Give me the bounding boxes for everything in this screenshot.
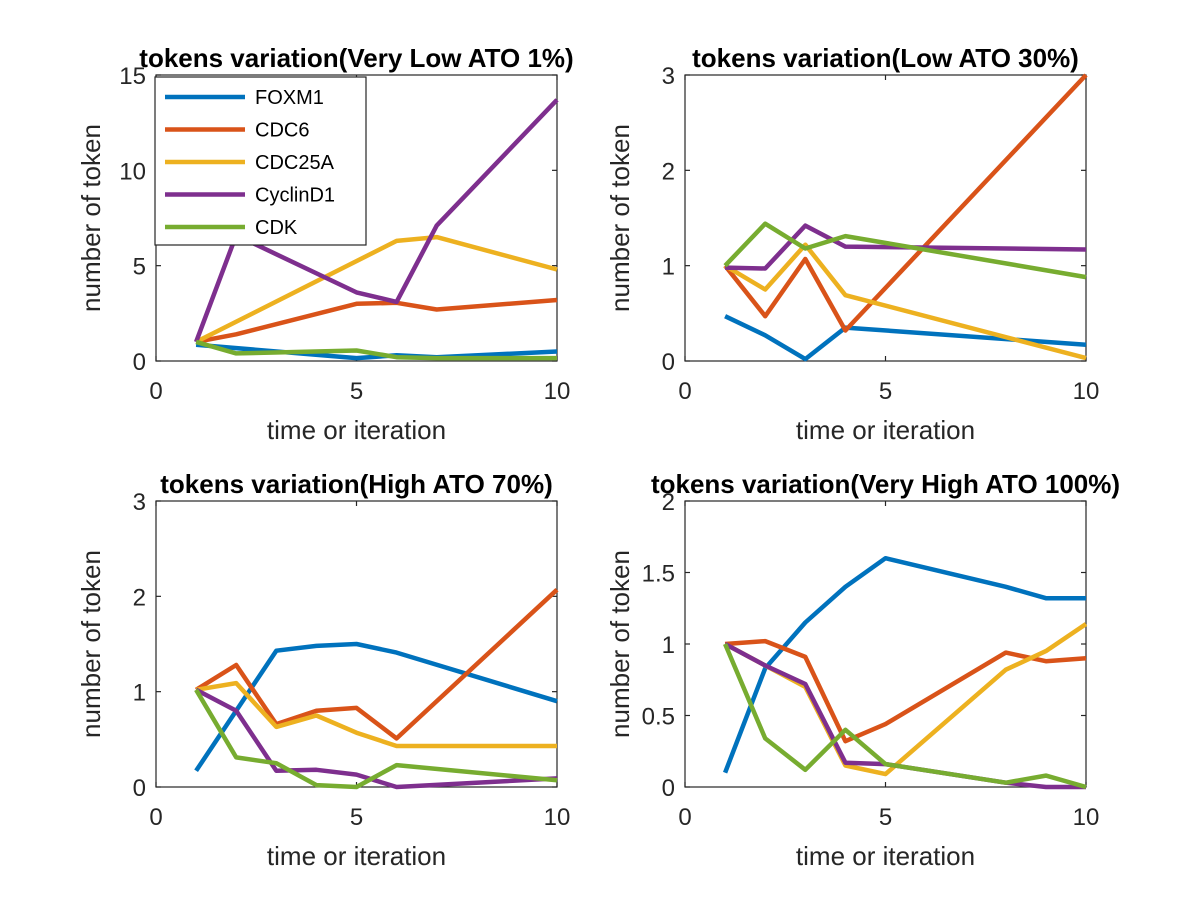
legend-label-foxm1: FOXM1 [255, 87, 324, 109]
x-tick-label: 10 [1073, 804, 1100, 831]
y-axis-label: number of token [76, 124, 106, 312]
y-tick-label: 10 [119, 158, 146, 185]
x-tick-label: 10 [544, 804, 571, 831]
x-axis-label: time or iteration [267, 415, 446, 445]
chart-title: tokens variation(Very High ATO 100%) [651, 469, 1120, 499]
x-tick-label: 0 [149, 804, 162, 831]
y-tick-label: 0 [133, 349, 146, 376]
x-tick-label: 5 [879, 378, 892, 405]
series-line-foxm1 [722, 555, 1086, 774]
y-axis-label: number of token [605, 124, 635, 312]
y-tick-label: 0 [662, 349, 675, 376]
series-line-cdk [723, 221, 1087, 280]
series-line-cdc6 [194, 588, 559, 741]
series-line-foxm1 [194, 641, 558, 773]
legend-label-cdc6: CDC6 [255, 120, 309, 142]
y-tick-label: 2 [662, 489, 675, 516]
x-axis-label: time or iteration [796, 415, 975, 445]
x-tick-label: 10 [544, 378, 571, 405]
y-tick-label: 2 [662, 158, 675, 185]
x-tick-label: 10 [1073, 378, 1100, 405]
series-line-cdk [195, 339, 557, 361]
legend: FOXM1 CDC6 CDC25A CyclinD1 CDK [154, 76, 367, 246]
chart-title: tokens variation(High ATO 70%) [160, 469, 552, 499]
series-line-cyclind1 [195, 687, 558, 790]
y-axis-label: number of token [76, 550, 106, 738]
series-line-cdc25a [195, 234, 558, 344]
series-line-cdk [194, 688, 558, 790]
chart-title: tokens variation(Very Low ATO 1%) [139, 43, 573, 73]
series-line-cyclind1 [724, 642, 1086, 790]
x-tick-label: 5 [350, 804, 363, 831]
axes-box [684, 74, 1087, 362]
y-tick-label: 5 [133, 254, 146, 281]
y-axis-label: number of token [605, 550, 635, 738]
y-tick-label: 1 [662, 254, 675, 281]
legend-label-cdk: CDK [255, 217, 298, 239]
y-tick-label: 2 [133, 584, 146, 611]
legend-label-cdc25a: CDC25A [255, 152, 335, 174]
subplot-2: 0 5 10 0 1 2 3 tokens variation(Low ATO 30%) tim… [605, 43, 1099, 445]
y-tick-label: 1.5 [642, 561, 675, 588]
series-line-foxm1 [724, 314, 1087, 362]
y-tick-label: 15 [119, 63, 146, 90]
x-tick-label: 0 [678, 804, 691, 831]
y-tick-label: 1 [133, 680, 146, 707]
x-tick-label: 0 [149, 378, 162, 405]
series-line-cdc25a [723, 242, 1087, 361]
x-axis-label: time or iteration [796, 841, 975, 871]
legend-label-cyclind1: CyclinD1 [255, 185, 335, 207]
x-tick-label: 5 [350, 378, 363, 405]
y-tick-label: 1 [662, 632, 675, 659]
series-line-cdc6 [195, 297, 558, 345]
y-tick-label: 3 [133, 489, 146, 516]
chart-title: tokens variation(Low ATO 30%) [692, 43, 1079, 73]
x-axis-label: time or iteration [267, 841, 446, 871]
series-line-cdk [723, 643, 1087, 790]
x-tick-label: 5 [879, 804, 892, 831]
subplot-3: 0 5 10 0 1 2 3 tokens variation(High ATO 70%) ti… [76, 469, 570, 871]
y-tick-label: 0.5 [642, 704, 675, 731]
y-tick-label: 0 [133, 775, 146, 802]
y-tick-label: 0 [662, 775, 675, 802]
x-tick-label: 0 [678, 378, 691, 405]
y-tick-label: 3 [662, 63, 675, 90]
series-line-cdc25a [195, 680, 557, 749]
series-line-cyclind1 [193, 98, 559, 343]
series-line-cdc6 [724, 638, 1087, 744]
